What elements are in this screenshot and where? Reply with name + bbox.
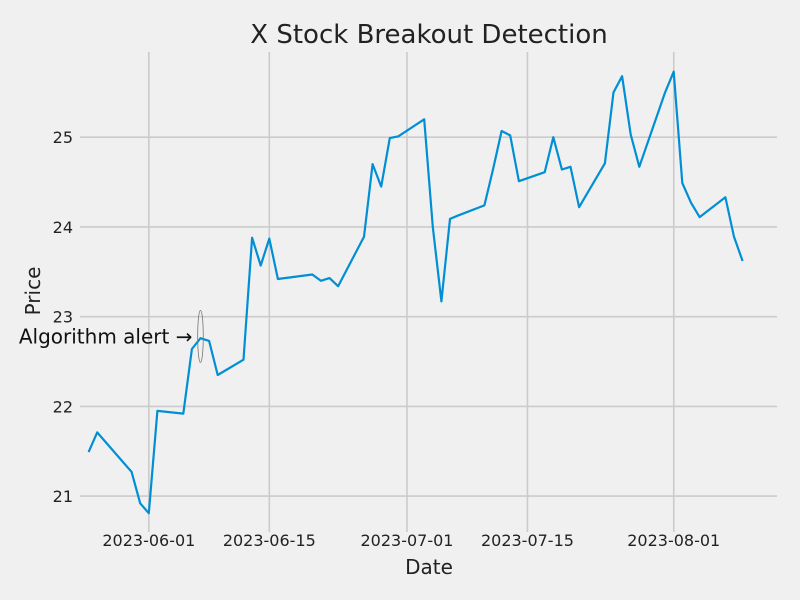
x-tick-label: 2023-08-01 xyxy=(627,531,720,550)
y-tick-label: 25 xyxy=(53,128,73,147)
y-tick-label: 24 xyxy=(53,218,73,237)
price-line xyxy=(87,70,744,515)
y-tick-label: 21 xyxy=(53,487,73,506)
x-tick-label: 2023-07-15 xyxy=(481,531,574,550)
x-axis-label: Date xyxy=(405,555,453,579)
alert-marker xyxy=(197,310,204,363)
x-tick-label: 2023-06-01 xyxy=(102,531,195,550)
grid xyxy=(80,52,777,532)
chart-title: X Stock Breakout Detection xyxy=(250,20,607,50)
y-axis-ticks: 21 22 23 24 25 xyxy=(53,128,73,506)
x-tick-label: 2023-06-15 xyxy=(223,531,316,550)
y-tick-label: 23 xyxy=(53,308,73,327)
y-tick-label: 22 xyxy=(53,397,73,416)
annotation-layer: Algorithm alert → xyxy=(19,310,204,363)
x-axis-ticks: 2023-06-01 2023-06-15 2023-07-01 2023-07-15… xyxy=(102,531,720,550)
x-tick-label: 2023-07-01 xyxy=(360,531,453,550)
alert-annotation: Algorithm alert → xyxy=(19,324,193,348)
y-axis-label: Price xyxy=(21,267,45,316)
series-layer xyxy=(87,70,744,515)
